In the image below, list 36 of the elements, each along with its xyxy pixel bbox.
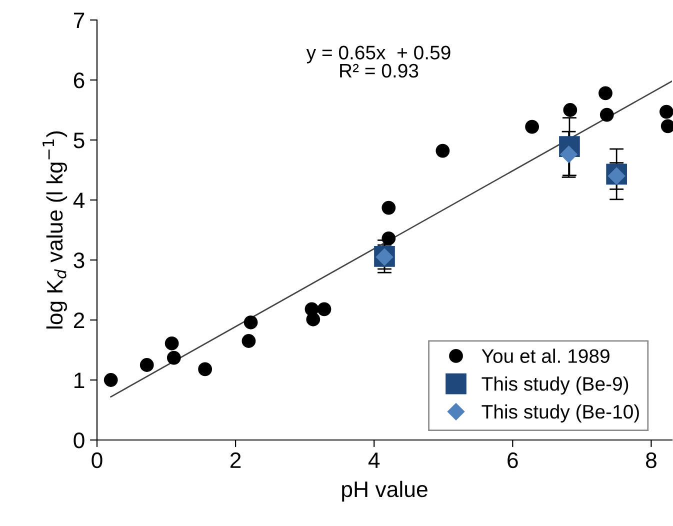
y-tick-label: 7 (74, 12, 84, 28)
point (660, 104, 673, 119)
y-tick-label: 1 (74, 372, 84, 388)
point (598, 86, 612, 100)
point (166, 350, 181, 365)
y-tick-label: 3 (74, 252, 84, 268)
point (164, 336, 179, 350)
y-tick-label: 2 (74, 312, 84, 328)
legend-label: You et al. 1989 (482, 348, 610, 363)
point (382, 231, 396, 246)
y-axis-title: log K$_{d}$ value (l kg$^{−1}$) (42, 131, 68, 329)
legend-label: This study (Be-9) (482, 376, 628, 395)
point (306, 312, 320, 326)
x-tick-label: 2 (230, 452, 241, 468)
point (382, 200, 396, 215)
point (317, 302, 332, 316)
annotation: y = 0.65x + 0.59 R² = 0.93 (306, 46, 450, 78)
x-tick-label: 0 (92, 452, 102, 468)
y-tick-label: 0 (74, 432, 84, 448)
y-tick-label: 4 (73, 192, 85, 208)
y-tick-label: 6 (74, 72, 84, 88)
point (104, 373, 118, 387)
point (244, 315, 258, 330)
point (525, 120, 540, 134)
point (600, 108, 614, 122)
x-tick-label: 6 (508, 452, 518, 468)
y-tick-label: 5 (74, 132, 84, 148)
point (563, 103, 578, 117)
point (242, 334, 256, 348)
point (140, 358, 154, 372)
x-tick-label: 4 (368, 452, 380, 468)
x-tick-label: 8 (646, 452, 656, 468)
x-axis-title: pH value (342, 480, 428, 502)
legend-label: This study (Be-10) (482, 404, 639, 422)
point (436, 144, 450, 158)
point (198, 362, 212, 376)
